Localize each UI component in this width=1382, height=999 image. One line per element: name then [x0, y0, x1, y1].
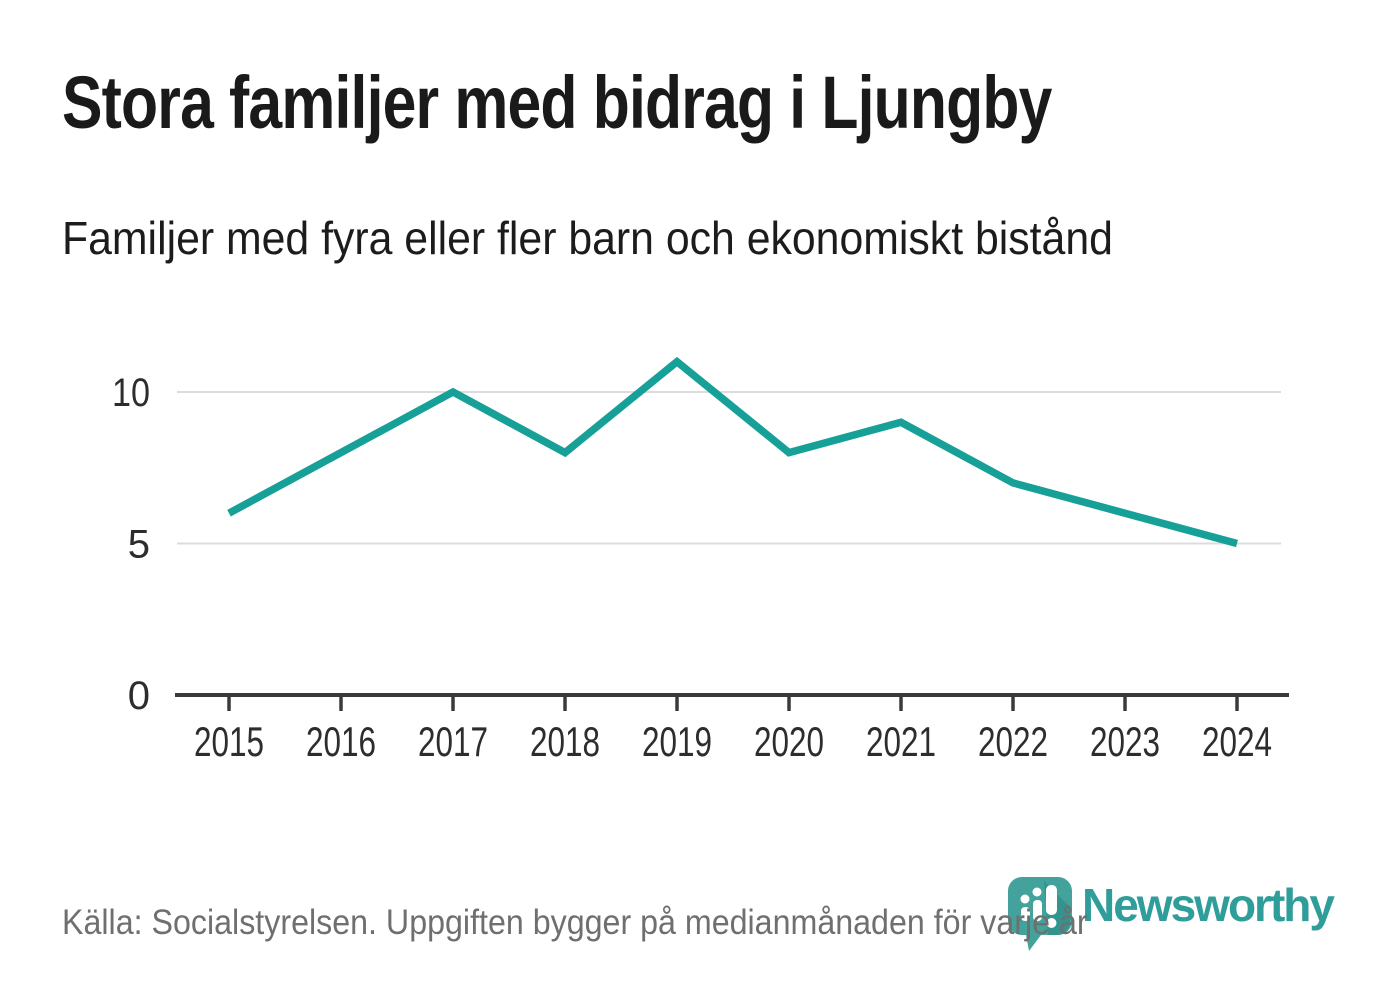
x-axis-label-2023: 2023: [1090, 718, 1160, 765]
x-axis-label-2024: 2024: [1202, 718, 1272, 765]
data-line-2015-2024: [227, 356, 1238, 548]
x-axis-label-2016: 2016: [306, 718, 376, 765]
x-axis-label-2022: 2022: [978, 718, 1048, 765]
chart-subtitle: Familjer med fyra eller fler barn och ek…: [62, 212, 1113, 264]
logo-bar-1: [1021, 907, 1030, 921]
x-axis-label-2017: 2017: [418, 718, 488, 765]
x-axis-label-2018: 2018: [530, 718, 600, 765]
y-axis-label-0: 0: [128, 674, 150, 718]
y-axis-label-10: 10: [112, 371, 150, 415]
newsworthy-logo: Newsworthy: [1008, 877, 1335, 951]
logo-bar-dot-1: [1020, 894, 1030, 904]
logo-bar-dot-3: [1046, 918, 1057, 928]
newsworthy-logo-wordmark: Newsworthy: [1082, 879, 1335, 931]
newsworthy-logo-icon: [1008, 877, 1072, 951]
source-note: Källa: Socialstyrelsen. Uppgiften bygger…: [62, 903, 1088, 942]
x-axis-label-2021: 2021: [866, 718, 936, 765]
x-axis-label-2015: 2015: [194, 718, 264, 765]
y-axis-label-5: 5: [128, 523, 150, 567]
chart-title: Stora familjer med bidrag i Ljungby: [62, 61, 1052, 144]
x-axis-label-2020: 2020: [754, 718, 824, 765]
logo-bar-2: [1033, 900, 1042, 921]
x-axis-label-2019: 2019: [642, 718, 712, 765]
logo-bar-dot-2: [1032, 887, 1042, 897]
logo-bar-3: [1046, 885, 1057, 915]
